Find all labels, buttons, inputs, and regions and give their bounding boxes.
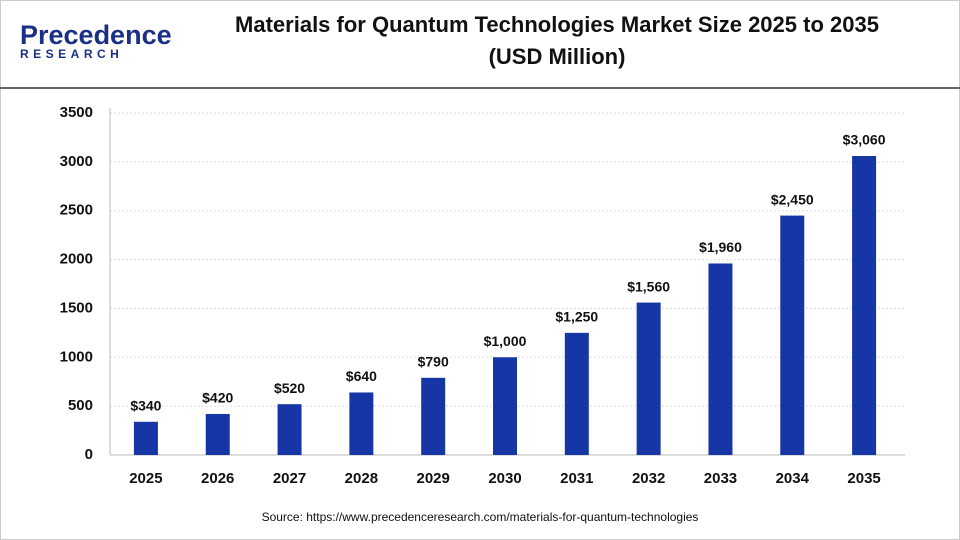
- value-label: $420: [202, 390, 233, 406]
- y-tick-label: 3500: [60, 104, 93, 121]
- y-tick-label: 0: [85, 446, 93, 463]
- x-tick-label: 2032: [632, 470, 665, 487]
- bar: [205, 413, 230, 455]
- y-tick-label: 1500: [60, 299, 93, 316]
- x-tick-label: 2028: [345, 470, 378, 487]
- bar: [636, 302, 661, 455]
- bar: [349, 392, 374, 455]
- bar: [564, 332, 589, 455]
- value-label: $640: [346, 368, 377, 384]
- x-tick-label: 2027: [273, 470, 306, 487]
- value-label: $1,000: [484, 333, 527, 349]
- x-tick-label: 2026: [201, 470, 234, 487]
- value-label: $340: [130, 397, 161, 413]
- y-tick-label: 3000: [60, 153, 93, 170]
- value-label: $520: [274, 380, 305, 396]
- logo-name: Precedence: [20, 20, 172, 50]
- bar: [277, 404, 302, 455]
- value-label: $1,960: [699, 239, 742, 255]
- logo-tagline: RESEARCH: [20, 47, 123, 61]
- x-tick-label: 2025: [129, 470, 162, 487]
- bar: [852, 155, 877, 455]
- x-tick-label: 2034: [776, 470, 810, 487]
- chart-title: Materials for Quantum Technologies Marke…: [235, 12, 879, 37]
- bar: [421, 377, 446, 455]
- bar: [133, 421, 158, 455]
- x-tick-label: 2035: [847, 470, 880, 487]
- y-tick-label: 1000: [60, 348, 93, 365]
- bar: [780, 215, 805, 455]
- y-tick-label: 2000: [60, 251, 93, 268]
- x-tick-label: 2029: [416, 470, 449, 487]
- value-label: $3,060: [843, 132, 886, 148]
- x-tick-label: 2030: [488, 470, 521, 487]
- bar: [708, 263, 733, 455]
- value-label: $2,450: [771, 191, 814, 207]
- chart-subtitle: (USD Million): [489, 44, 626, 69]
- value-label: $1,250: [555, 309, 598, 325]
- value-label: $790: [418, 354, 449, 370]
- x-tick-label: 2031: [560, 470, 593, 487]
- y-tick-label: 2500: [60, 202, 93, 219]
- bar: [493, 357, 517, 455]
- x-tick-label: 2033: [704, 470, 737, 487]
- y-tick-label: 500: [68, 397, 93, 414]
- source: Source: https://www.precedenceresearch.c…: [262, 510, 699, 524]
- value-label: $1,560: [627, 278, 670, 294]
